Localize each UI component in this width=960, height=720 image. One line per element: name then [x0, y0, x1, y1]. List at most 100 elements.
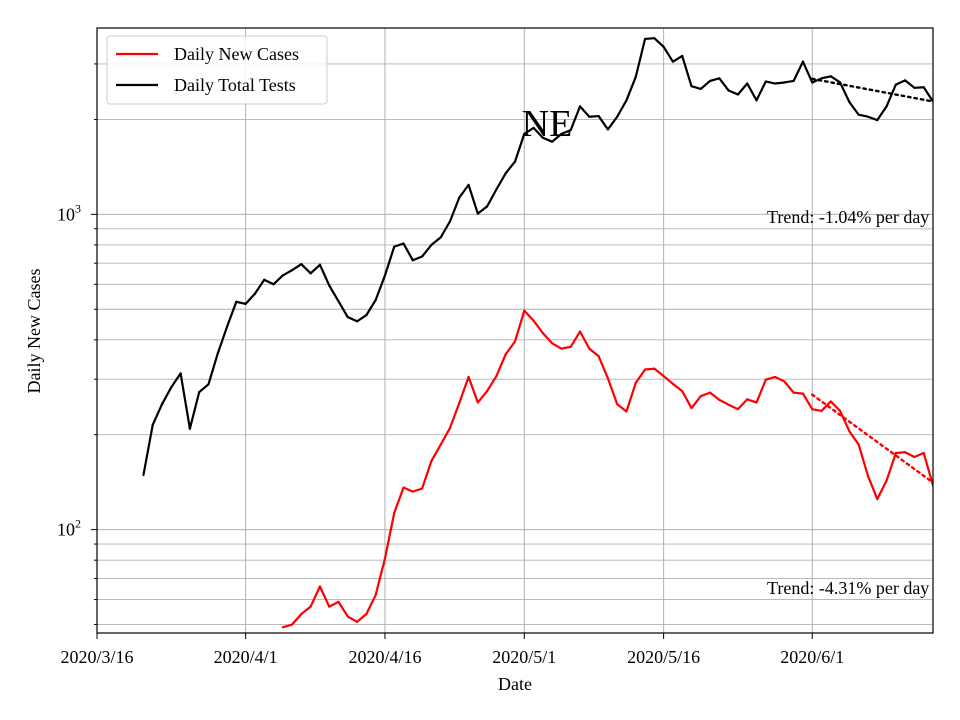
data-point-daily-total-tests: [253, 292, 257, 295]
data-point-daily-new-cases: [513, 340, 517, 343]
data-point-daily-new-cases: [894, 451, 897, 455]
data-point-daily-new-cases: [300, 612, 303, 616]
data-point-daily-total-tests: [551, 140, 554, 143]
data-point-daily-total-tests: [616, 115, 619, 118]
data-point-daily-total-tests: [662, 45, 665, 48]
data-point-daily-total-tests: [690, 85, 693, 88]
data-point-daily-total-tests: [773, 82, 777, 85]
data-point-daily-total-tests: [569, 129, 572, 132]
data-point-daily-new-cases: [569, 345, 572, 348]
data-point-daily-total-tests: [365, 314, 368, 317]
data-point-daily-new-cases: [634, 381, 637, 384]
data-point-daily-total-tests: [811, 81, 814, 84]
data-point-daily-new-cases: [402, 486, 405, 489]
data-point-daily-total-tests: [866, 115, 870, 118]
data-point-daily-total-tests: [151, 423, 154, 426]
legend: Daily New Cases Daily Total Tests: [106, 35, 328, 105]
data-point-daily-total-tests: [755, 99, 758, 102]
data-point-daily-total-tests: [885, 105, 888, 108]
x-tick-label: 2020/6/1: [780, 647, 844, 667]
data-point-daily-total-tests: [820, 77, 823, 80]
data-point-daily-new-cases: [439, 443, 442, 446]
data-point-daily-new-cases: [383, 557, 387, 560]
data-point-daily-total-tests: [523, 132, 526, 135]
data-point-daily-total-tests: [532, 126, 535, 130]
data-point-daily-new-cases: [699, 395, 702, 398]
y-axis-label: Daily New Cases: [24, 269, 44, 394]
data-point-daily-new-cases: [318, 585, 322, 588]
data-point-daily-total-tests: [160, 403, 164, 406]
data-point-daily-total-tests: [467, 183, 470, 186]
data-point-daily-total-tests: [216, 352, 219, 355]
data-point-daily-new-cases: [922, 451, 925, 455]
y-tick-label: 102: [57, 517, 81, 540]
series-line-daily-total-tests: [142, 37, 933, 476]
data-point-daily-new-cases: [337, 600, 340, 603]
data-point-daily-new-cases: [346, 615, 349, 618]
data-point-daily-total-tests: [801, 60, 805, 63]
data-point-daily-new-cases: [755, 401, 758, 404]
data-point-daily-total-tests: [634, 75, 637, 78]
data-point-daily-total-tests: [346, 316, 349, 319]
data-point-daily-total-tests: [708, 79, 712, 83]
data-point-daily-new-cases: [411, 490, 414, 493]
data-point-daily-total-tests: [142, 473, 145, 477]
data-point-daily-total-tests: [606, 128, 609, 131]
trend-labels: Trend: -1.04% per day Trend: -4.31% per d…: [767, 207, 929, 598]
data-point-daily-total-tests: [328, 284, 331, 287]
data-point-daily-new-cases: [393, 511, 396, 514]
data-point-daily-total-tests: [541, 136, 544, 139]
data-point-daily-new-cases: [430, 459, 433, 463]
grid: [96, 28, 933, 633]
data-point-daily-new-cases: [839, 409, 842, 412]
series-layer: [142, 37, 933, 629]
data-point-daily-total-tests: [300, 263, 303, 266]
data-point-daily-total-tests: [402, 242, 405, 245]
data-point-daily-new-cases: [792, 391, 795, 394]
data-point-daily-total-tests: [746, 82, 749, 85]
data-point-daily-total-tests: [355, 320, 359, 323]
trend-layer: [811, 77, 933, 484]
x-tick-label: 2020/4/1: [214, 647, 278, 667]
data-point-daily-new-cases: [328, 605, 331, 608]
data-point-daily-total-tests: [458, 196, 461, 199]
data-point-daily-total-tests: [309, 272, 312, 275]
trend-label-daily-total-tests: Trend: -1.04% per day: [767, 207, 929, 227]
data-point-daily-total-tests: [495, 188, 498, 191]
legend-label-daily-new-cases: Daily New Cases: [174, 44, 299, 64]
data-point-daily-total-tests: [578, 105, 582, 108]
data-point-daily-total-tests: [681, 54, 684, 58]
data-point-daily-new-cases: [551, 342, 554, 345]
data-point-daily-total-tests: [337, 300, 340, 303]
data-point-daily-total-tests: [244, 302, 247, 305]
legend-box: [106, 35, 328, 105]
data-point-daily-new-cases: [290, 623, 294, 626]
data-point-daily-new-cases: [578, 330, 582, 333]
data-point-daily-new-cases: [718, 398, 721, 401]
data-point-daily-total-tests: [560, 132, 563, 135]
data-point-daily-new-cases: [913, 455, 916, 459]
data-point-daily-new-cases: [690, 406, 693, 410]
data-point-daily-new-cases: [653, 367, 656, 370]
data-point-daily-total-tests: [848, 101, 851, 104]
data-point-daily-new-cases: [671, 382, 675, 385]
data-point-daily-total-tests: [439, 236, 442, 239]
data-point-daily-total-tests: [504, 172, 507, 175]
data-point-daily-total-tests: [393, 245, 396, 248]
data-point-daily-new-cases: [560, 347, 563, 350]
data-point-daily-new-cases: [764, 378, 767, 381]
data-point-daily-total-tests: [170, 386, 173, 389]
data-point-daily-new-cases: [876, 497, 879, 501]
data-point-daily-new-cases: [486, 390, 489, 393]
data-point-daily-new-cases: [495, 374, 498, 378]
data-point-daily-total-tests: [263, 278, 266, 281]
data-point-daily-total-tests: [876, 119, 879, 122]
data-point-daily-new-cases: [783, 380, 786, 383]
data-point-daily-new-cases: [866, 474, 870, 478]
data-point-daily-new-cases: [365, 612, 368, 616]
data-point-daily-new-cases: [374, 593, 377, 597]
data-point-daily-new-cases: [281, 626, 284, 629]
data-point-daily-total-tests: [764, 80, 767, 83]
legend-label-daily-total-tests: Daily Total Tests: [174, 75, 296, 95]
